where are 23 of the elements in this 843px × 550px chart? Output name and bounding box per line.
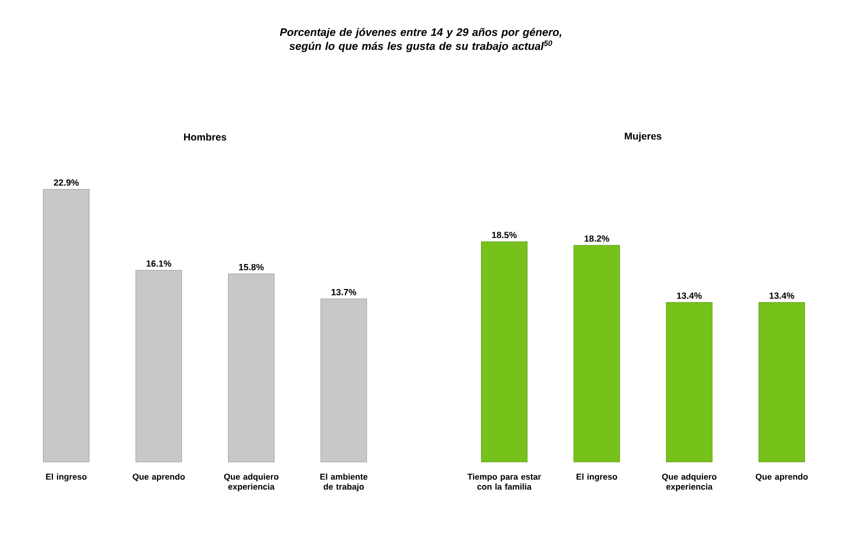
- x-tick-label: El ingreso: [46, 474, 87, 482]
- x-tick-label: Que aprendo: [756, 474, 808, 482]
- data-label: 18.2%: [584, 235, 610, 242]
- data-label: 13.4%: [677, 292, 702, 299]
- x-tick-label: Tiempo para estar con la familia: [467, 474, 541, 490]
- chart-subtitle: Mujeres: [624, 132, 662, 142]
- x-tick-label: El ingreso: [576, 474, 618, 482]
- bar: [320, 298, 367, 462]
- bar: [228, 274, 274, 462]
- x-tick-label: El ambiente de trabajo: [320, 474, 368, 492]
- bar: [136, 270, 182, 462]
- data-label: 16.1%: [146, 260, 172, 267]
- text: Porcentaje de jóvenes entre 14 y 29 años por género, según lo que más les gusta de su trabajo actual$^{50}$: [280, 28, 562, 52]
- data-label: 15.8%: [239, 264, 264, 270]
- bar: [43, 189, 90, 462]
- x-tick-label: Que adquiero experiencia: [224, 474, 278, 492]
- data-label: 22.9%: [54, 179, 79, 186]
- x-tick-label: Que adquiero experiencia: [662, 474, 716, 492]
- chart-subtitle: Hombres: [184, 133, 226, 141]
- data-label: 18.5%: [492, 232, 517, 238]
- data-label: 13.7%: [332, 288, 356, 296]
- data-label: 13.4%: [770, 292, 794, 299]
- x-tick-label: Que aprendo: [132, 474, 185, 482]
